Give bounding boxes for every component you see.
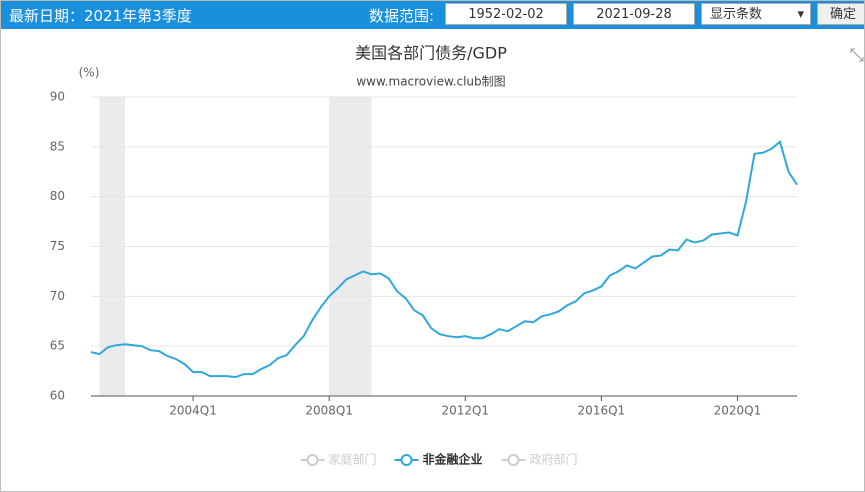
select-text: 显示条数 xyxy=(710,7,763,22)
y-tick-label: 60 xyxy=(50,389,65,403)
range-label: 数据范围: xyxy=(369,7,435,25)
y-tick-label: 75 xyxy=(50,239,65,253)
legend-dot xyxy=(400,454,413,466)
legend-item[interactable]: 非金融企业 xyxy=(394,452,483,467)
legend-item[interactable]: 家庭部门 xyxy=(300,452,377,467)
x-tick-label: 2020Q1 xyxy=(714,404,762,418)
y-tick-label: 90 xyxy=(50,90,65,104)
x-tick-label: 2012Q1 xyxy=(441,404,489,418)
start-date-input[interactable]: 1952-02-02 xyxy=(445,3,567,25)
legend-dot xyxy=(507,454,520,466)
y-unit: (%) xyxy=(79,66,100,80)
y-tick-label: 65 xyxy=(50,339,65,353)
legend-label: 家庭部门 xyxy=(329,452,377,467)
expand-icon[interactable] xyxy=(850,48,864,62)
end-date-input[interactable]: 2021-09-28 xyxy=(573,3,695,25)
x-tick-label: 2008Q1 xyxy=(305,404,353,418)
y-tick-label: 80 xyxy=(50,189,65,203)
chart-title: 美国各部门债务/GDP xyxy=(355,44,507,63)
latest-date: 最新日期：2021年第3季度 xyxy=(9,7,192,25)
legend-item[interactable]: 政府部门 xyxy=(501,452,578,467)
toolbar: 最新日期：2021年第3季度 数据范围: 1952-02-02 2021-09-… xyxy=(1,1,864,29)
y-tick-label: 85 xyxy=(50,139,65,153)
count-select[interactable]: 显示条数 ▾ xyxy=(701,3,811,25)
series-line xyxy=(90,140,798,379)
legend-dot xyxy=(306,454,319,466)
chart: 美国各部门债务/GDP www.macroview.club制图 (%) 60 6… xyxy=(50,44,864,467)
confirm-button[interactable]: 确定 xyxy=(817,3,864,25)
x-tick-label: 2016Q1 xyxy=(578,404,626,418)
x-tick-label: 2004Q1 xyxy=(169,404,217,418)
select-arrow: ▾ xyxy=(797,7,804,22)
chart-subtitle: www.macroview.club制图 xyxy=(356,75,505,89)
legend-label: 政府部门 xyxy=(530,452,578,467)
y-tick-label: 70 xyxy=(50,289,65,303)
legend-label: 非金融企业 xyxy=(423,452,483,467)
